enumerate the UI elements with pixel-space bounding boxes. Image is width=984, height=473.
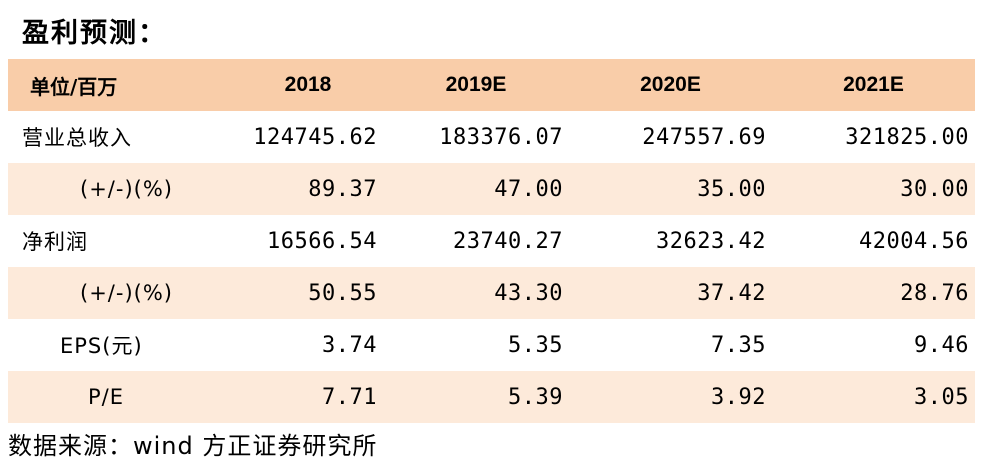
row-label-eps: EPS(元) <box>60 334 143 358</box>
table-row-net-profit-growth: (+/-)(%) 50.55 43.30 37.42 28.76 <box>8 267 975 319</box>
page-title: 盈利预测： <box>22 18 167 49</box>
table-row-net-profit: 净利润 16566.54 23740.27 32623.42 42004.56 <box>8 215 975 267</box>
row-label-net-profit-growth: (+/-)(%) <box>80 281 173 305</box>
table-row-eps: EPS(元) 3.74 5.35 7.35 9.46 <box>8 319 975 371</box>
row-label-revenue-growth: (+/-)(%) <box>80 177 173 201</box>
table-cell: 183376.07 <box>439 124 563 150</box>
row-label-net-profit: 净利润 <box>22 230 88 254</box>
table-cell: 23740.27 <box>453 228 563 254</box>
table-cell: 5.35 <box>508 332 563 358</box>
table-cell: 3.74 <box>322 332 377 358</box>
column-header-2019e: 2019E <box>445 73 507 96</box>
table-cell: 3.05 <box>914 384 969 410</box>
data-source-note: 数据来源：wind 方正证券研究所 <box>8 432 378 460</box>
column-header-2021e: 2021E <box>843 73 904 96</box>
table-cell: 89.37 <box>308 176 377 202</box>
table-cell: 247557.69 <box>642 124 766 150</box>
table-header-row: 单位/百万 2018 2019E 2020E 2021E <box>8 59 975 111</box>
table-cell: 9.46 <box>914 332 969 358</box>
column-header-2018: 2018 <box>284 73 332 96</box>
table-cell: 7.35 <box>711 332 766 358</box>
column-header-2020e: 2020E <box>640 73 701 96</box>
table-cell: 28.76 <box>900 280 969 306</box>
column-header-unit: 单位/百万 <box>30 74 118 99</box>
table-row-revenue: 营业总收入 124745.62 183376.07 247557.69 3218… <box>8 111 975 163</box>
table-cell: 32623.42 <box>656 228 766 254</box>
table-cell: 16566.54 <box>267 228 377 254</box>
table-cell: 124745.62 <box>253 124 377 150</box>
profit-forecast-table: 单位/百万 2018 2019E 2020E 2021E 营业总收入 12474… <box>8 59 975 423</box>
row-label-revenue: 营业总收入 <box>22 126 132 150</box>
table-cell: 5.39 <box>508 384 563 410</box>
table-cell: 3.92 <box>711 384 766 410</box>
table-cell: 7.71 <box>322 384 377 410</box>
table-cell: 42004.56 <box>859 228 969 254</box>
table-cell: 321825.00 <box>845 124 969 150</box>
table-row-pe: P/E 7.71 5.39 3.92 3.05 <box>8 371 975 423</box>
table-cell: 43.30 <box>494 280 563 306</box>
table-cell: 30.00 <box>900 176 969 202</box>
table-cell: 47.00 <box>494 176 563 202</box>
row-label-pe: P/E <box>88 385 125 409</box>
table-cell: 35.00 <box>697 176 766 202</box>
table-cell: 37.42 <box>697 280 766 306</box>
table-row-revenue-growth: (+/-)(%) 89.37 47.00 35.00 30.00 <box>8 163 975 215</box>
table-cell: 50.55 <box>308 280 377 306</box>
